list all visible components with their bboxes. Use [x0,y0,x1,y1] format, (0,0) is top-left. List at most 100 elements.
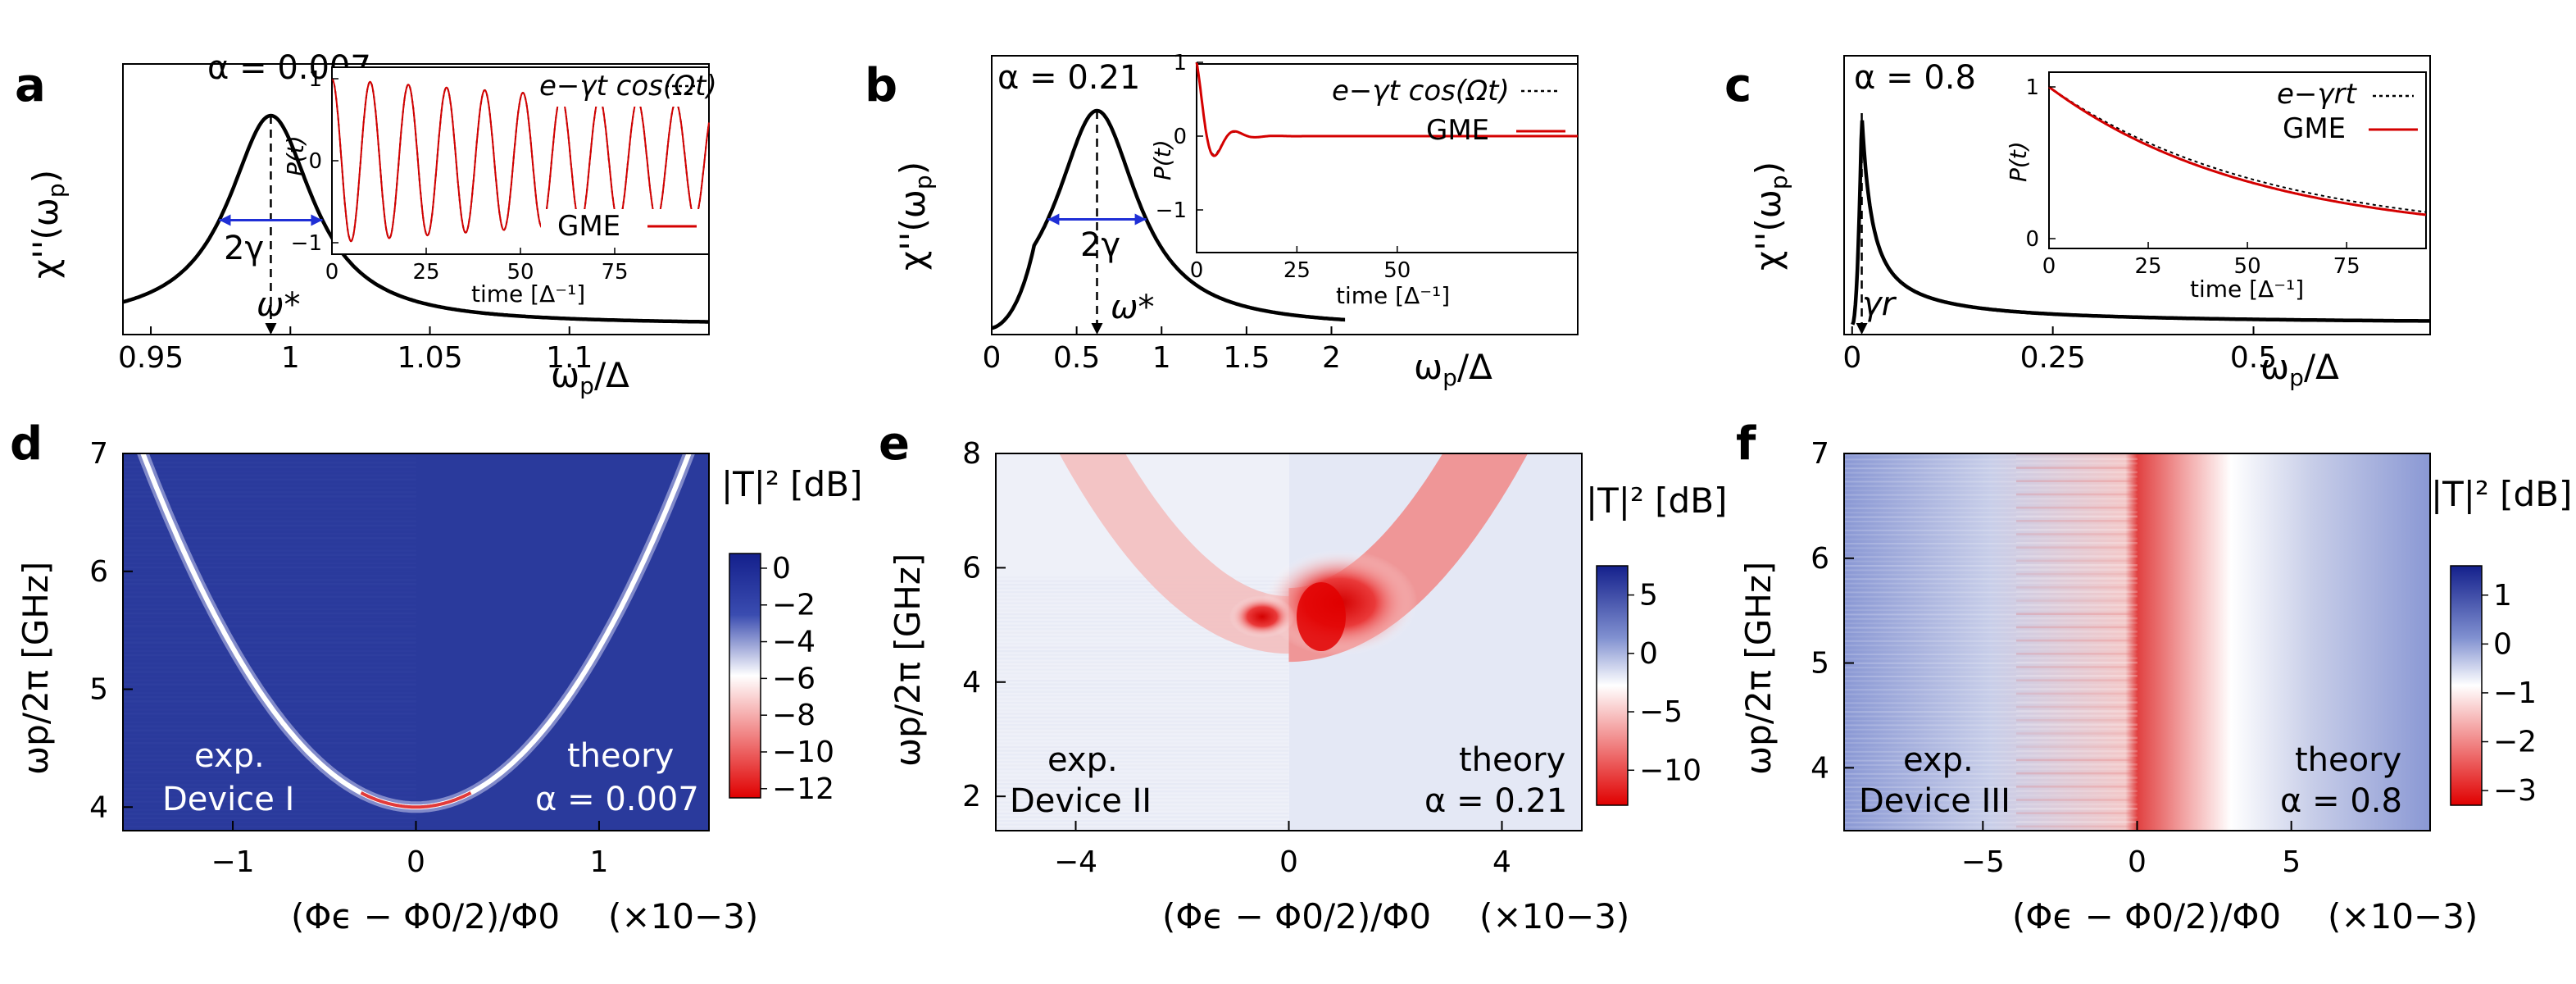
x-tick-label: 1.05 [397,341,462,375]
noise-stripe [2016,701,2138,704]
x-tick-label: 0 [407,845,425,879]
noise-stripe [2016,537,2138,540]
cbar-tick-label: 0 [1639,637,1658,671]
noise-stripe [1844,494,2016,496]
panel-b-width-label: 2γ [1080,226,1120,264]
noise-stripe [996,580,1289,582]
noise-stripe [996,720,1289,722]
noise-stripe [123,495,416,498]
width-arrow-head-right [311,214,323,226]
noise-stripe [123,750,416,753]
noise-stripe [1844,551,2016,554]
noise-stripe [123,616,416,619]
noise-stripe [1844,693,2016,695]
noise-stripe [123,804,416,807]
noise-stripe [2016,657,2138,659]
noise-stripe [2016,555,2138,558]
panel-b-legend-gme: GME [1426,114,1489,147]
noise-stripe [123,767,416,769]
noise-stripe [1844,534,2016,536]
inset-x-tick-label: 75 [601,260,628,285]
noise-stripe [996,717,1289,719]
noise-stripe [123,474,416,476]
y-tick-label: 6 [89,555,108,589]
panel-e-xlabel: (Φϵ − Φ0/2)/Φ0 [1162,896,1431,936]
noise-stripe [123,490,416,494]
panel-a-ylabel: χ''(ωp) [25,170,70,279]
noise-stripe [1844,578,2016,581]
noise-stripe [996,779,1289,781]
panel-f-colorbar [2450,565,2483,806]
noise-stripe [996,801,1289,804]
noise-stripe [123,800,416,803]
noise-stripe [1844,631,2016,633]
panel-a-inset-ylabel: P(t) [282,135,309,176]
noise-stripe [123,741,416,745]
panel-d-heatmap [123,453,709,831]
noise-stripe [1844,645,2016,647]
panel-c-alpha: α = 0.8 [1854,59,1976,97]
noise-stripe [2016,710,2138,713]
noise-stripe [1844,786,2016,788]
noise-stripe [123,629,416,631]
noise-stripe [996,576,1289,579]
panel-b-label: b [865,59,897,112]
noise-stripe [1844,809,2016,810]
panel-c-inset-ylabel: P(t) [2005,141,2032,182]
noise-stripe [996,631,1289,634]
panel-c-inset-reference-curve [2048,86,2427,213]
noise-stripe [2016,559,2138,563]
noise-stripe [123,737,416,740]
panel-a-inset-xlabel: time [Δ⁻¹] [471,280,585,308]
noise-stripe [1844,764,2016,766]
noise-stripe [1844,750,2016,753]
noise-stripe [1844,499,2016,500]
inset-y-tick-label: −1 [291,231,322,256]
noise-stripe [123,566,416,569]
panel-b-inset-gme-curve [1195,61,1578,157]
noise-stripe [2016,550,2138,554]
noise-stripe [2016,572,2138,576]
panel-b-susceptibility-curve [992,108,1346,330]
panel-d-colorbar-ticks: 0 −2 −4−6 −8 −10−12 [761,552,834,806]
x-tick-label: 0.25 [2020,341,2086,375]
x-tick-label: 0 [1842,341,1861,375]
panel-e-ticks: −4 0 4 2 4 6 8 [962,437,1511,879]
noise-stripe [123,604,416,607]
noise-stripe [2016,476,2138,478]
noise-stripe [123,809,416,811]
inset-y-tick-label: 0 [2025,227,2039,252]
y-tick-label: 4 [962,666,981,699]
noise-stripe [996,739,1289,741]
cbar-tick-label: −8 [772,699,816,732]
noise-stripe [1844,609,2016,611]
noise-stripe [996,676,1289,678]
noise-stripe [996,609,1289,612]
y-tick-label: 8 [962,437,981,471]
noise-stripe [996,713,1289,715]
noise-stripe [1844,543,2016,544]
noise-stripe [1844,822,2016,824]
panel-c-legend-dotted: e−γrt [2277,78,2358,111]
noise-stripe [2016,622,2138,624]
noise-stripe [2016,617,2138,620]
noise-stripe [996,776,1289,778]
cbar-tick-label: −5 [1639,695,1683,729]
inset-y-tick-label: 0 [308,149,322,174]
noise-stripe [123,671,416,673]
noise-stripe [1844,626,2016,629]
panel-d-xscale: (×10−3) [608,896,758,936]
noise-stripe [996,602,1289,604]
width-arrow-head-left [1047,213,1060,226]
panel-b-xlabel: ωp/Δ [1414,347,1492,391]
noise-stripe [123,779,416,782]
noise-stripe [2016,568,2138,571]
noise-stripe [123,717,416,719]
noise-stripe [2016,631,2138,633]
noise-stripe [1844,795,2016,797]
noise-stripe [123,687,416,690]
noise-stripe [1844,467,2016,470]
noise-stripe [1844,613,2016,616]
noise-stripe [996,761,1289,763]
